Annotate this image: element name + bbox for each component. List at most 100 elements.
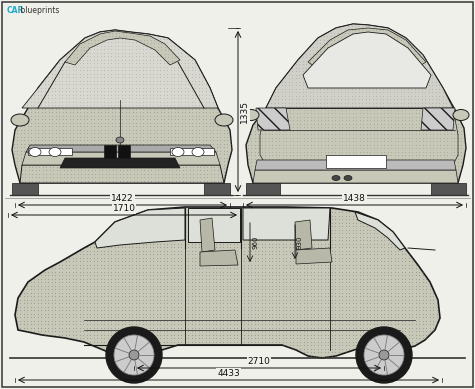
Point: [283, 93, 290, 99]
Point: [405, 318, 413, 324]
Point: [94, 130, 102, 137]
Point: [425, 96, 433, 102]
Point: [283, 209, 290, 216]
Point: [191, 209, 199, 216]
Point: [113, 174, 120, 180]
Point: [304, 328, 311, 335]
Point: [191, 307, 199, 314]
Point: [272, 107, 280, 113]
Point: [377, 276, 385, 282]
Point: [332, 142, 339, 148]
Point: [209, 293, 217, 300]
Point: [23, 297, 31, 303]
Point: [199, 209, 206, 216]
Point: [418, 75, 426, 81]
Point: [370, 166, 378, 172]
Point: [216, 332, 224, 338]
Point: [171, 99, 179, 105]
Point: [324, 121, 332, 127]
Point: [181, 116, 189, 123]
Point: [76, 95, 84, 102]
Point: [261, 265, 269, 272]
Point: [209, 165, 217, 172]
Point: [181, 134, 189, 140]
Point: [132, 237, 140, 244]
Point: [408, 107, 416, 113]
Point: [146, 50, 153, 56]
Point: [69, 148, 77, 154]
Point: [125, 36, 133, 42]
Point: [412, 142, 419, 148]
Point: [311, 269, 318, 275]
Point: [70, 51, 77, 57]
Point: [309, 58, 317, 64]
Point: [380, 33, 387, 39]
Point: [66, 179, 74, 186]
Point: [178, 162, 186, 168]
Point: [255, 121, 262, 127]
Point: [150, 102, 158, 109]
Point: [62, 172, 70, 179]
Point: [76, 81, 84, 88]
Point: [112, 36, 119, 42]
Point: [147, 44, 154, 50]
Point: [76, 71, 84, 77]
Point: [268, 121, 276, 127]
Point: [300, 321, 307, 328]
Point: [125, 179, 133, 186]
Point: [345, 335, 353, 342]
Point: [171, 81, 178, 88]
Point: [125, 85, 133, 91]
Point: [370, 110, 378, 116]
Point: [394, 152, 402, 158]
Point: [283, 234, 290, 240]
Point: [94, 113, 102, 119]
Point: [171, 162, 179, 168]
Point: [408, 117, 416, 123]
Point: [450, 124, 458, 130]
Point: [352, 156, 360, 162]
Point: [94, 64, 102, 70]
Point: [335, 213, 342, 219]
Point: [384, 44, 391, 50]
Point: [247, 328, 255, 335]
Point: [115, 33, 123, 39]
Point: [314, 346, 322, 352]
Point: [178, 230, 185, 237]
Point: [345, 283, 353, 289]
Point: [181, 321, 189, 328]
Point: [314, 297, 322, 303]
Point: [55, 293, 63, 300]
Point: [197, 167, 204, 173]
Point: [324, 37, 332, 43]
Point: [133, 144, 140, 151]
Point: [314, 128, 322, 134]
Point: [168, 57, 175, 63]
Point: [373, 325, 381, 331]
Point: [276, 86, 283, 92]
Point: [309, 96, 317, 102]
Point: [418, 54, 426, 60]
Point: [191, 248, 199, 254]
Point: [335, 100, 342, 106]
Point: [296, 223, 304, 230]
Point: [341, 30, 349, 36]
Point: [97, 74, 104, 81]
Point: [321, 114, 329, 120]
Point: [167, 223, 174, 230]
Point: [35, 176, 42, 182]
Point: [268, 159, 276, 165]
Point: [108, 39, 115, 46]
Point: [393, 79, 401, 85]
Point: [278, 96, 285, 102]
Point: [156, 234, 164, 240]
Point: [370, 30, 378, 36]
Point: [45, 99, 52, 105]
Point: [261, 234, 269, 240]
Point: [377, 26, 385, 32]
Point: [387, 47, 394, 53]
Point: [321, 135, 329, 141]
Point: [62, 74, 70, 81]
Point: [370, 159, 378, 165]
Point: [160, 46, 168, 53]
